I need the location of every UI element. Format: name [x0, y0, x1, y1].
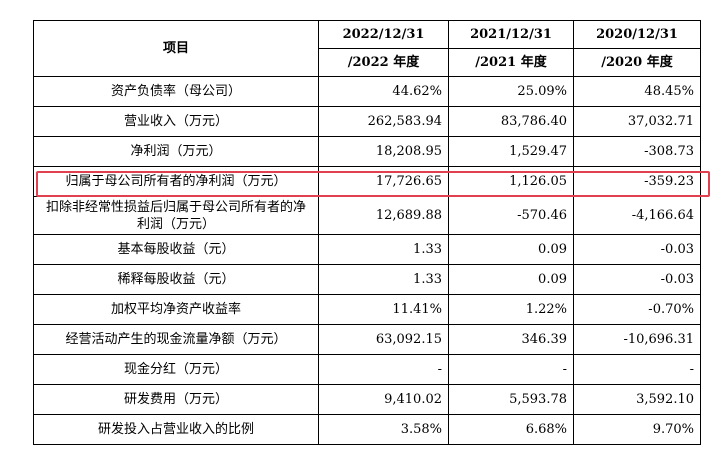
value-2021: 1,529.47: [448, 136, 574, 167]
value-2021: 1.22%: [448, 294, 574, 325]
row-label: 扣除非经常性损益后归属于母公司所有者的净利润（万元）: [33, 196, 319, 235]
table-row: 基本每股收益（元） 1.33 0.09 -0.03: [33, 234, 701, 265]
table-row: 营业收入（万元） 262,583.94 83,786.40 37,032.71: [33, 106, 701, 137]
value-2022: 44.62%: [318, 76, 449, 107]
item-header: 项目: [33, 20, 319, 77]
value-2022: 9,410.02: [318, 384, 449, 415]
value-2020: 3,592.10: [573, 384, 701, 415]
value-2022: 11.41%: [318, 294, 449, 325]
row-label: 经营活动产生的现金流量净额（万元）: [33, 324, 319, 355]
value-2021: -: [448, 354, 574, 385]
value-2020: -4,166.64: [573, 196, 701, 235]
table-row: 扣除非经常性损益后归属于母公司所有者的净利润（万元） 12,689.88 -57…: [33, 196, 701, 235]
value-2022: 3.58%: [318, 414, 449, 445]
value-2022: 18,208.95: [318, 136, 449, 167]
value-2020: -359.23: [573, 166, 701, 197]
table-row: 经营活动产生的现金流量净额（万元） 63,092.15 346.39 -10,6…: [33, 324, 701, 355]
period-header-2020: /2020 年度: [573, 48, 701, 77]
value-2021: -570.46: [448, 196, 574, 235]
value-2020: -0.70%: [573, 294, 701, 325]
value-2020: 37,032.71: [573, 106, 701, 137]
table-row: 资产负债率（母公司） 44.62% 25.09% 48.45%: [33, 76, 701, 107]
value-2020: -10,696.31: [573, 324, 701, 355]
table-row-highlighted: 归属于母公司所有者的净利润（万元） 17,726.65 1,126.05 -35…: [33, 166, 701, 197]
row-label: 净利润（万元）: [33, 136, 319, 167]
period-header-2021: /2021 年度: [448, 48, 574, 77]
table-row: 净利润（万元） 18,208.95 1,529.47 -308.73: [33, 136, 701, 167]
row-label: 加权平均净资产收益率: [33, 294, 319, 325]
row-label: 归属于母公司所有者的净利润（万元）: [33, 166, 319, 197]
value-2021: 0.09: [448, 264, 574, 295]
value-2020: 9.70%: [573, 414, 701, 445]
year-header-2022: 2022/12/31: [318, 20, 449, 49]
value-2022: 1.33: [318, 264, 449, 295]
row-label: 研发投入占营业收入的比例: [33, 414, 319, 445]
value-2021: 83,786.40: [448, 106, 574, 137]
value-2021: 6.68%: [448, 414, 574, 445]
value-2020: -308.73: [573, 136, 701, 167]
financial-indicators-table: 项目 2022/12/31 2021/12/31 2020/12/31 /202…: [33, 20, 701, 445]
value-2020: -0.03: [573, 264, 701, 295]
row-label: 基本每股收益（元）: [33, 234, 319, 265]
table-row: 研发投入占营业收入的比例 3.58% 6.68% 9.70%: [33, 414, 701, 445]
value-2022: 262,583.94: [318, 106, 449, 137]
value-2022: 12,689.88: [318, 196, 449, 235]
value-2020: -0.03: [573, 234, 701, 265]
table-row: 研发费用（万元） 9,410.02 5,593.78 3,592.10: [33, 384, 701, 415]
row-label: 资产负债率（母公司）: [33, 76, 319, 107]
value-2022: 63,092.15: [318, 324, 449, 355]
table-row: 加权平均净资产收益率 11.41% 1.22% -0.70%: [33, 294, 701, 325]
value-2020: -: [573, 354, 701, 385]
year-header-2020: 2020/12/31: [573, 20, 701, 49]
value-2020: 48.45%: [573, 76, 701, 107]
year-header-2021: 2021/12/31: [448, 20, 574, 49]
row-label: 研发费用（万元）: [33, 384, 319, 415]
value-2021: 346.39: [448, 324, 574, 355]
value-2022: 17,726.65: [318, 166, 449, 197]
table-row: 稀释每股收益（元） 1.33 0.09 -0.03: [33, 264, 701, 295]
value-2022: 1.33: [318, 234, 449, 265]
table-row: 现金分红（万元） - - -: [33, 354, 701, 385]
value-2022: -: [318, 354, 449, 385]
period-header-2022: /2022 年度: [318, 48, 449, 77]
value-2021: 0.09: [448, 234, 574, 265]
row-label: 现金分红（万元）: [33, 354, 319, 385]
value-2021: 25.09%: [448, 76, 574, 107]
row-label: 营业收入（万元）: [33, 106, 319, 137]
row-label: 稀释每股收益（元）: [33, 264, 319, 295]
value-2021: 5,593.78: [448, 384, 574, 415]
value-2021: 1,126.05: [448, 166, 574, 197]
